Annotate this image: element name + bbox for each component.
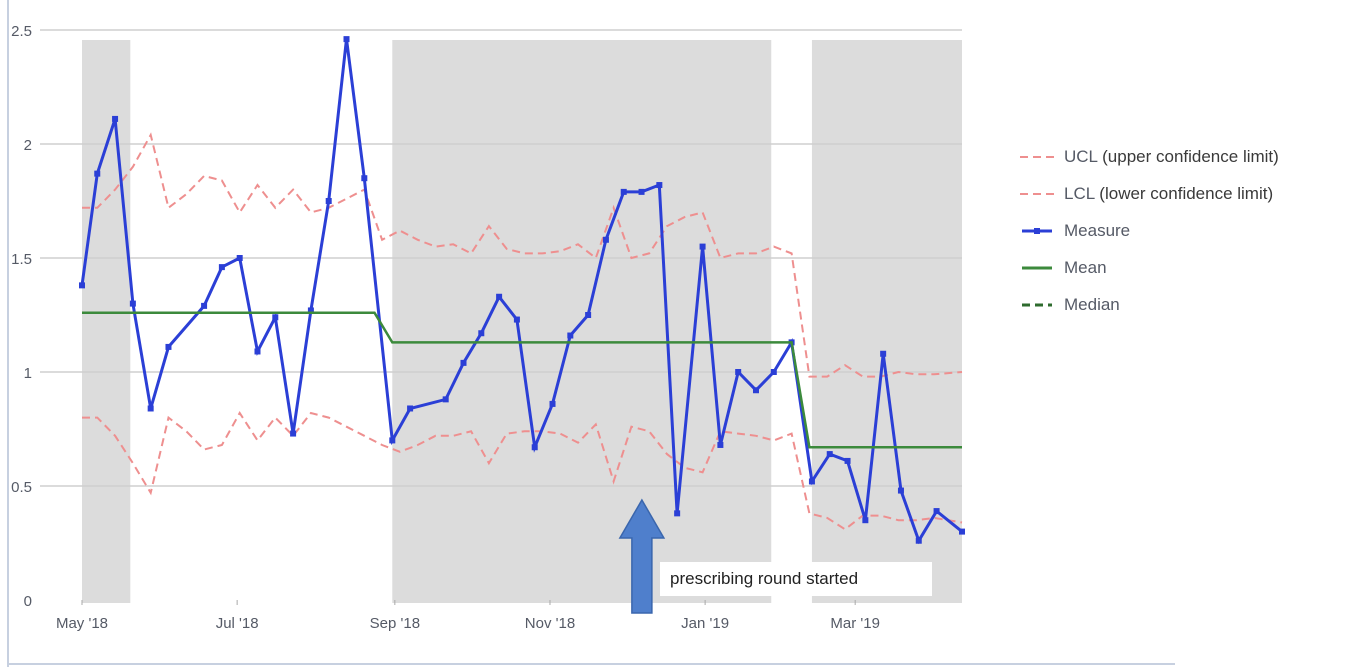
legend-label-mean: Mean (1064, 257, 1107, 277)
measure-point (254, 348, 261, 355)
measure-point (567, 332, 574, 339)
measure-point (496, 293, 503, 300)
annotation-layer (618, 498, 666, 614)
legend-swatch-median (1022, 303, 1052, 306)
legend-swatch-lcl (1020, 192, 1054, 195)
measure-point (620, 188, 627, 195)
measure-point (442, 396, 449, 403)
legend-swatch-mean (1022, 266, 1052, 269)
measure-point (735, 369, 742, 375)
measure-point (201, 302, 208, 309)
measure-point (165, 343, 172, 350)
measure-point (478, 330, 485, 337)
measure-point (147, 405, 154, 412)
measure-point (915, 537, 922, 544)
legend-extra-ucl: (upper confidence limit) (1102, 146, 1279, 166)
legend-extra-lcl: (lower confidence limit) (1099, 183, 1274, 203)
x-tick-label: Sep '18 (370, 615, 420, 632)
measure-point (79, 282, 85, 289)
measure-point (129, 300, 136, 307)
measure-point (770, 369, 777, 375)
measure-point (94, 170, 101, 177)
measure-point (602, 236, 609, 243)
measure-point (959, 528, 965, 535)
measure-point (460, 359, 467, 366)
legend-item-median[interactable]: Median (1020, 286, 1279, 323)
legend-swatch-measure (1022, 227, 1052, 234)
measure-point (674, 510, 681, 517)
annotation-text: prescribing round started (670, 569, 859, 588)
legend-label-median: Median (1064, 294, 1120, 314)
legend: UCL (upper confidence limit) LCL (lower … (1020, 138, 1279, 323)
measure-point (933, 508, 940, 515)
measure-point (752, 387, 759, 394)
measure-point (389, 437, 396, 444)
measure-point (290, 430, 297, 437)
measure-point (699, 243, 706, 250)
measure-point (112, 115, 119, 122)
measure-point (236, 255, 243, 261)
measure-point (826, 451, 833, 458)
series-line-lcl (82, 411, 963, 531)
measure-point (585, 312, 592, 318)
annotation-arrow-icon (618, 498, 666, 614)
x-tick-label: Mar '19 (830, 615, 880, 632)
y-tick-label: 0.5 (11, 479, 32, 496)
measure-point (549, 400, 556, 407)
x-tick-label: Jan '19 (681, 615, 729, 632)
legend-item-mean[interactable]: Mean (1020, 249, 1279, 286)
measure-point (407, 405, 414, 412)
legend-swatch-ucl (1020, 155, 1054, 158)
y-tick-label: 2 (24, 137, 32, 154)
legend-label-lcl: LCL (1064, 183, 1095, 203)
y-axis-ticks: 0 0.5 1 1.5 2 2.5 (11, 23, 32, 610)
y-tick-label: 0 (24, 593, 32, 610)
legend-item-ucl[interactable]: UCL (upper confidence limit) (1020, 138, 1279, 175)
measure-point (343, 36, 350, 43)
measure-point (513, 316, 520, 323)
x-tick-label: May '18 (56, 615, 108, 632)
series-layer (79, 36, 965, 545)
annotation-label-box: prescribing round started (660, 562, 932, 596)
shaded-period-0 (82, 40, 131, 603)
x-tick-label: Nov '18 (525, 615, 575, 632)
series-line-ucl (82, 132, 963, 378)
y-tick-label: 2.5 (11, 23, 32, 40)
measure-point (361, 175, 368, 182)
series-line-mean (82, 311, 962, 449)
legend-label-measure: Measure (1064, 220, 1131, 240)
measure-point (638, 188, 645, 195)
y-tick-label: 1.5 (11, 251, 32, 268)
measure-point (880, 350, 887, 357)
x-axis-ticks: May '18 Jul '18 Sep '18 Nov '18 Jan '19 Mar '… (56, 600, 880, 632)
measure-point (656, 182, 663, 189)
legend-label-ucl: UCL (1064, 146, 1098, 166)
legend-item-measure[interactable]: Measure (1020, 212, 1279, 249)
grid-lines (40, 29, 962, 487)
measure-point (307, 307, 314, 314)
measure-point (862, 517, 869, 524)
legend-item-lcl[interactable]: LCL (lower confidence limit) (1020, 175, 1279, 212)
y-tick-label: 1 (24, 365, 32, 382)
measure-point (717, 441, 724, 448)
measure-point (808, 478, 815, 485)
measure-point (218, 264, 225, 271)
x-tick-label: Jul '18 (216, 615, 259, 632)
measure-point (844, 457, 851, 464)
measure-point (897, 487, 904, 494)
measure-point (531, 444, 538, 451)
measure-point (272, 314, 279, 321)
measure-point (325, 198, 332, 204)
